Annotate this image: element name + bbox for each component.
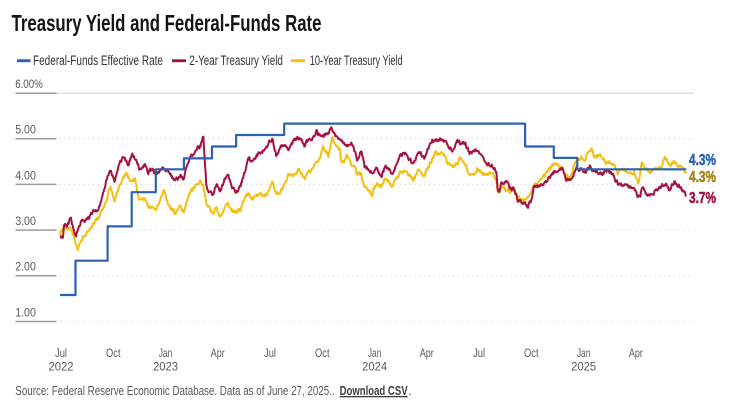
svg-text:Apr: Apr	[211, 346, 225, 360]
svg-text:4.3%: 4.3%	[689, 169, 716, 186]
svg-text:10-Year Treasury Yield: 10-Year Treasury Yield	[310, 53, 403, 68]
svg-text:Source: Federal Reserve Econom: Source: Federal Reserve Economic Databas…	[15, 383, 334, 398]
svg-text:.: .	[408, 383, 412, 398]
svg-text:Jul: Jul	[473, 346, 485, 360]
svg-text:Apr: Apr	[629, 346, 643, 360]
svg-text:2.00: 2.00	[15, 260, 36, 274]
svg-text:Federal-Funds Effective Rate: Federal-Funds Effective Rate	[33, 53, 163, 68]
svg-text:3.7%: 3.7%	[689, 190, 716, 207]
svg-text:1.00: 1.00	[15, 305, 36, 319]
svg-text:5.00: 5.00	[15, 123, 36, 137]
svg-text:Jan: Jan	[577, 346, 591, 360]
svg-text:Oct: Oct	[106, 346, 121, 360]
svg-text:Jul: Jul	[264, 346, 276, 360]
svg-text:Jan: Jan	[159, 346, 173, 360]
svg-text:3.00: 3.00	[15, 214, 36, 228]
svg-text:4.00: 4.00	[15, 168, 36, 182]
svg-text:Oct: Oct	[524, 346, 539, 360]
svg-text:2023: 2023	[153, 360, 178, 374]
svg-text:2-Year Treasury Yield: 2-Year Treasury Yield	[189, 53, 283, 68]
svg-text:2025: 2025	[571, 360, 596, 374]
svg-text:Jan: Jan	[368, 346, 382, 360]
svg-text:6.00%: 6.00%	[15, 77, 43, 91]
svg-text:Treasury Yield and Federal-Fun: Treasury Yield and Federal-Funds Rate	[12, 10, 322, 36]
svg-text:4.3%: 4.3%	[689, 152, 716, 169]
svg-text:Apr: Apr	[420, 346, 434, 360]
svg-text:Download CSV: Download CSV	[340, 383, 408, 398]
svg-text:Jul: Jul	[55, 346, 67, 360]
svg-text:2022: 2022	[49, 360, 74, 374]
svg-text:2024: 2024	[362, 360, 387, 374]
svg-text:Oct: Oct	[315, 346, 330, 360]
